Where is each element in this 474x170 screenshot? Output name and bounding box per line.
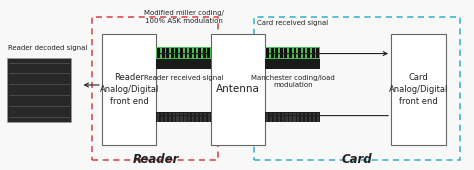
Bar (184, 113, 187, 122)
Bar (189, 48, 192, 58)
Bar (275, 48, 278, 58)
Text: Manchester coding/load
modulation: Manchester coding/load modulation (251, 75, 335, 88)
Bar (302, 48, 305, 58)
Bar (271, 48, 273, 58)
Bar (297, 113, 300, 122)
Bar (175, 48, 178, 58)
Bar (7, 58, 71, 122)
Bar (9, 63, 70, 64)
Bar (305, 113, 307, 122)
Bar (265, 47, 320, 59)
Bar (254, 17, 460, 160)
Bar (173, 113, 175, 122)
Text: Reader
Analog/Digital
front end: Reader Analog/Digital front end (100, 73, 159, 106)
Text: Reader: Reader (132, 153, 179, 166)
Bar (285, 113, 288, 122)
Bar (180, 48, 183, 58)
Bar (157, 48, 160, 58)
Text: Modified miller coding/
100% ASK modulation: Modified miller coding/ 100% ASK modulat… (144, 10, 224, 24)
Text: Card received signal: Card received signal (257, 20, 328, 26)
Bar (203, 48, 206, 58)
Bar (165, 113, 167, 122)
Bar (208, 113, 210, 122)
Bar (184, 48, 187, 58)
Bar (293, 113, 296, 122)
Bar (317, 113, 319, 122)
Bar (192, 113, 194, 122)
Bar (207, 48, 210, 58)
Bar (157, 113, 159, 122)
Bar (274, 113, 276, 122)
Text: Card
Analog/Digital
front end: Card Analog/Digital front end (389, 73, 448, 106)
Bar (289, 48, 292, 58)
Bar (196, 113, 198, 122)
Bar (316, 48, 319, 58)
Bar (102, 34, 156, 144)
Bar (298, 48, 301, 58)
Bar (280, 48, 283, 58)
Bar (270, 113, 272, 122)
Bar (169, 113, 171, 122)
Text: Reader received signal: Reader received signal (144, 75, 224, 81)
Bar (9, 95, 70, 96)
Bar (266, 113, 268, 122)
Bar (92, 17, 218, 160)
Bar (289, 113, 292, 122)
Bar (171, 48, 174, 58)
Bar (156, 112, 211, 122)
Bar (301, 113, 303, 122)
Bar (176, 113, 179, 122)
Bar (204, 113, 206, 122)
Bar (198, 48, 201, 58)
Bar (188, 113, 191, 122)
Bar (180, 113, 182, 122)
Bar (391, 34, 446, 144)
Bar (156, 47, 211, 59)
Bar (9, 106, 70, 107)
Bar (312, 48, 315, 58)
Text: Card: Card (341, 153, 372, 166)
Bar (309, 113, 311, 122)
Bar (266, 48, 269, 58)
Bar (9, 116, 70, 117)
Bar (293, 48, 296, 58)
Bar (156, 59, 211, 69)
Text: Reader decoded signal: Reader decoded signal (8, 45, 87, 51)
Bar (265, 112, 320, 122)
Bar (9, 73, 70, 74)
Bar (200, 113, 202, 122)
Bar (193, 48, 196, 58)
Bar (161, 113, 163, 122)
Bar (9, 84, 70, 85)
Bar (265, 59, 320, 69)
Bar (166, 48, 169, 58)
Bar (282, 113, 284, 122)
Bar (313, 113, 315, 122)
Bar (284, 48, 287, 58)
Bar (307, 48, 310, 58)
Bar (211, 34, 265, 144)
Text: Antenna: Antenna (216, 84, 260, 94)
Bar (162, 48, 164, 58)
Bar (278, 113, 280, 122)
